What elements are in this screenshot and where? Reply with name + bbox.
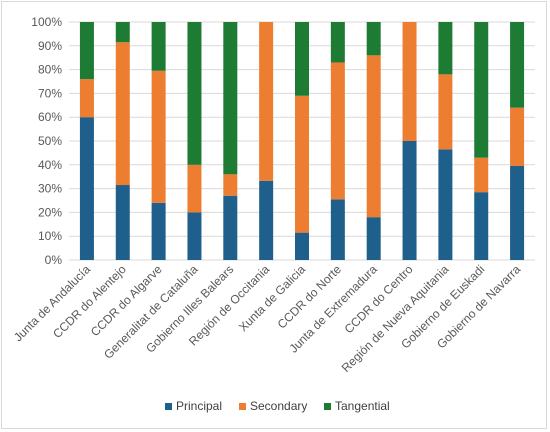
bar-tangential-9 — [366, 22, 381, 56]
bar-principal-9 — [366, 217, 381, 260]
bar-tangential-2 — [115, 22, 130, 43]
bar-principal-1 — [79, 117, 94, 260]
bar-secondary-6 — [259, 22, 274, 181]
bar-secondary-7 — [295, 95, 309, 233]
bar-secondary-5 — [223, 174, 238, 196]
y-tick-label: 0% — [45, 253, 63, 267]
bar-tangential-1 — [79, 22, 94, 80]
bar-principal-4 — [187, 212, 202, 260]
bar-principal-10 — [402, 141, 417, 260]
bar-principal-11 — [438, 149, 453, 260]
bar-secondary-8 — [330, 62, 345, 200]
legend-label-secondary: Secondary — [250, 399, 307, 413]
bar-principal-12 — [474, 192, 489, 260]
bar-secondary-10 — [402, 22, 417, 141]
legend-label-principal: Principal — [176, 399, 222, 413]
legend-swatch-secondary — [239, 403, 246, 410]
legend-label-tangential: Tangential — [335, 399, 390, 413]
bar-secondary-4 — [187, 164, 202, 213]
y-tick-label: 40% — [38, 158, 62, 172]
y-tick-label: 70% — [38, 86, 62, 100]
bar-secondary-11 — [438, 74, 453, 150]
bar-tangential-4 — [187, 22, 202, 165]
bar-principal-7 — [295, 232, 309, 260]
bar-tangential-5 — [223, 22, 238, 175]
x-tick-label: CCDR do Norte — [275, 262, 345, 332]
y-tick-label: 20% — [38, 205, 62, 219]
bar-tangential-3 — [151, 22, 166, 71]
y-tick-label: 80% — [38, 63, 62, 77]
bar-secondary-13 — [510, 107, 525, 166]
bar-secondary-3 — [151, 70, 166, 203]
bar-principal-8 — [330, 199, 345, 260]
y-tick-label: 90% — [38, 39, 62, 53]
y-tick-label: 10% — [38, 229, 62, 243]
legend-swatch-principal — [165, 403, 172, 410]
y-tick-label: 50% — [38, 134, 62, 148]
bar-secondary-12 — [474, 157, 489, 193]
bar-secondary-1 — [79, 79, 94, 118]
y-tick-label: 60% — [38, 110, 62, 124]
bar-tangential-7 — [295, 22, 309, 96]
bar-principal-5 — [223, 195, 238, 260]
bar-tangential-13 — [510, 22, 525, 108]
bar-principal-6 — [259, 180, 274, 260]
bar-tangential-8 — [330, 22, 345, 63]
bar-secondary-9 — [366, 55, 381, 218]
bar-principal-3 — [151, 202, 166, 260]
bar-tangential-12 — [474, 22, 489, 158]
bar-secondary-2 — [115, 42, 130, 186]
bar-principal-13 — [510, 165, 525, 260]
y-tick-label: 100% — [31, 15, 62, 29]
bar-tangential-11 — [438, 22, 453, 75]
bar-principal-2 — [115, 185, 130, 260]
legend-swatch-tangential — [324, 403, 331, 410]
y-tick-label: 30% — [38, 182, 62, 196]
